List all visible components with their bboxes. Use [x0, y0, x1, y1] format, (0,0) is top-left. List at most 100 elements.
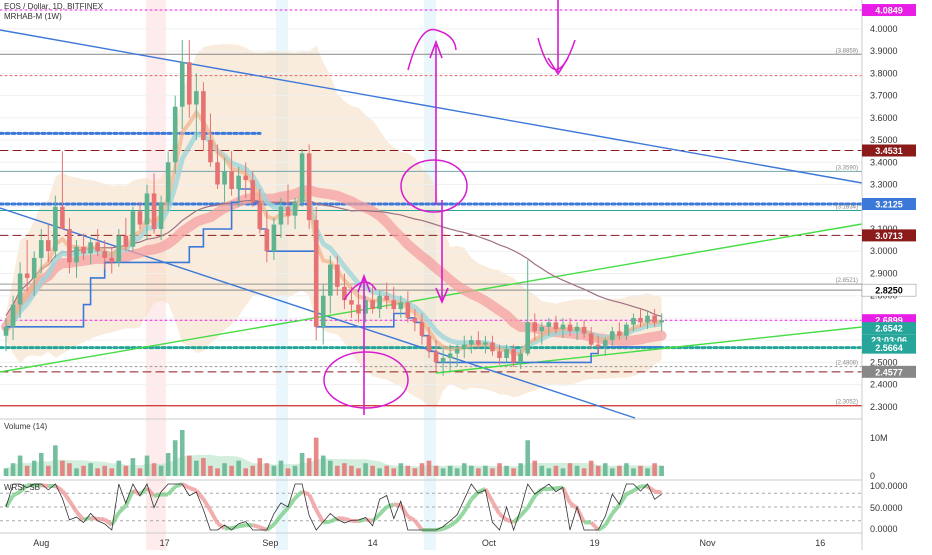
candle-body [265, 229, 270, 251]
volume-bar [497, 463, 502, 476]
y-axis-tick-label: 3.3000 [870, 180, 898, 190]
candle-body [201, 91, 206, 140]
candle-body [236, 176, 241, 189]
volume-bar [384, 466, 389, 476]
volume-bar [413, 468, 418, 476]
candle-body [131, 211, 136, 247]
volume-bar [420, 463, 425, 476]
volume-bar [173, 440, 178, 476]
volume-bar [222, 463, 227, 476]
volume-tick-label: 10M [870, 433, 888, 443]
candle-body [25, 273, 30, 277]
price-badge-label: 3.0713 [875, 231, 903, 241]
volume-bar [328, 461, 333, 476]
candle-body [511, 349, 516, 362]
volume-bar [286, 468, 291, 476]
volume-bar [504, 466, 509, 476]
candle-body [532, 322, 537, 331]
candle-body [659, 320, 664, 322]
volume-bar [180, 430, 185, 476]
volume-bar [582, 468, 587, 476]
volume-bar [194, 461, 199, 476]
candle-body [490, 342, 495, 351]
candle-body [575, 327, 580, 331]
candle-body [406, 302, 411, 318]
volume-bar [11, 463, 16, 476]
y-axis-tick-label: 3.4000 [870, 157, 898, 167]
candle-body [39, 240, 44, 258]
volume-bar [131, 458, 136, 476]
volume-bar [307, 458, 312, 476]
x-axis-tick-label: 16 [815, 538, 825, 548]
volume-bar [441, 468, 446, 476]
candle-body [152, 193, 157, 229]
volume-bar [645, 468, 650, 476]
price-badge: 2.6542 [862, 322, 916, 334]
volume-bar [377, 468, 382, 476]
candle-body [483, 342, 488, 344]
volume-bar [406, 466, 411, 476]
candle-body [53, 207, 58, 251]
candle-body [377, 296, 382, 309]
volume-bar [166, 453, 171, 476]
candle-body [448, 354, 453, 358]
volume-bar [265, 463, 270, 476]
candle-body [582, 327, 587, 334]
candle-body [617, 331, 622, 335]
volume-bar [39, 453, 44, 476]
price-badge: 2.4577 [862, 366, 916, 378]
candle-body [349, 300, 354, 304]
candle-body [138, 211, 143, 224]
x-axis-tick-label: Sep [262, 538, 278, 548]
candle-body [603, 340, 608, 347]
volume-bar [370, 466, 375, 476]
volume-bar [138, 468, 143, 476]
candle-body [413, 318, 418, 322]
volume-bar [511, 468, 516, 476]
volume-bar [102, 466, 107, 476]
price-badge-label: 2.5664 [875, 343, 903, 353]
x-axis-tick-label: 19 [590, 538, 600, 548]
candle-body [434, 351, 439, 362]
x-axis-tick-label: 14 [368, 538, 378, 548]
x-axis-tick-label: 17 [160, 538, 170, 548]
oscillator-segment [323, 522, 330, 523]
y-axis-tick-label: 3.5000 [870, 135, 898, 145]
volume-bar [201, 458, 206, 476]
candle-body [250, 180, 255, 202]
candle-body [476, 340, 481, 344]
y-axis-tick-label: 3.6000 [870, 113, 898, 123]
candle-body [11, 305, 16, 327]
volume-bar [243, 468, 248, 476]
volume-bar [589, 461, 594, 476]
candle-body [279, 207, 284, 225]
volume-bar [490, 468, 495, 476]
oscillator-tick-label: 50.0000 [870, 503, 903, 513]
candle-body [166, 162, 171, 202]
volume-tick-label: 0 [870, 471, 875, 481]
volume-bar [25, 466, 30, 476]
volume-bar [229, 466, 234, 476]
candle-body [215, 162, 220, 184]
volume-bar [279, 461, 284, 476]
volume-bar [208, 466, 213, 476]
volume-bar [159, 466, 164, 476]
candle-body [117, 236, 122, 263]
candle-body [258, 202, 263, 229]
volume-bar [300, 453, 305, 476]
volume-bar [74, 468, 79, 476]
candle-body [399, 302, 404, 309]
candle-body [525, 322, 530, 353]
volume-bar [349, 466, 354, 476]
volume-bar [525, 440, 530, 476]
volume-bar [60, 461, 65, 476]
volume-bar [540, 466, 545, 476]
y-axis-tick-label: 3.8000 [870, 68, 898, 78]
oscillator-segment [443, 526, 450, 529]
volume-bar [145, 456, 150, 476]
candle-body [74, 247, 79, 263]
candle-body [356, 305, 361, 314]
price-badge: 2.8250 [862, 284, 916, 296]
oscillator-title: WRSI_SB [4, 483, 40, 492]
